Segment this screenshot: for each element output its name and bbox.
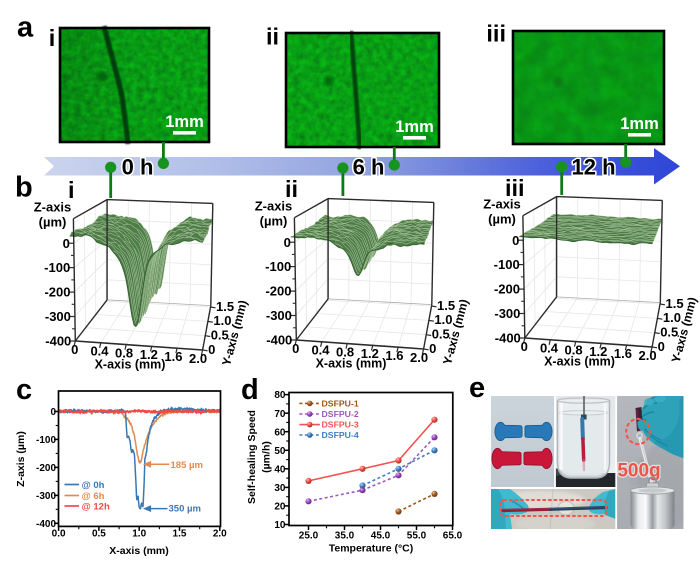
svg-text:1.0: 1.0: [132, 528, 146, 539]
svg-text:-200: -200: [265, 284, 291, 299]
svg-text:Z-axis: Z-axis: [34, 200, 72, 215]
svg-text:35.0: 35.0: [335, 531, 355, 542]
svg-text:@ 0h: @ 0h: [82, 480, 105, 491]
svg-text:X-axis (mm): X-axis (mm): [316, 357, 387, 371]
svg-text:-300: -300: [36, 491, 56, 502]
svg-text:X-axis (mm): X-axis (mm): [544, 355, 615, 369]
svg-text:i: i: [68, 177, 75, 203]
svg-text:25.0: 25.0: [299, 531, 319, 542]
svg-text:0: 0: [63, 236, 70, 251]
svg-text:@ 12h: @ 12h: [82, 501, 110, 512]
svg-text:0: 0: [292, 341, 299, 356]
svg-text:1mm: 1mm: [620, 115, 659, 133]
svg-text:50: 50: [274, 446, 286, 457]
svg-text:6 h: 6 h: [353, 154, 385, 179]
svg-text:2.0: 2.0: [213, 528, 227, 539]
svg-text:a: a: [17, 12, 34, 44]
svg-text:-300: -300: [266, 308, 292, 323]
svg-text:65.0: 65.0: [443, 531, 463, 542]
svg-text:30: 30: [274, 483, 286, 494]
svg-text:DSFPU-3: DSFPU-3: [322, 420, 359, 430]
svg-text:1.5: 1.5: [173, 528, 187, 539]
svg-text:-200: -200: [36, 463, 56, 474]
svg-text:55.0: 55.0: [407, 531, 427, 542]
svg-text:-200: -200: [494, 282, 520, 297]
svg-text:1.6: 1.6: [614, 346, 632, 361]
svg-text:1.6: 1.6: [385, 348, 403, 363]
svg-text:Z-axis (µm): Z-axis (µm): [15, 431, 27, 487]
svg-text:1.5: 1.5: [216, 299, 234, 314]
svg-text:(µm): (µm): [39, 215, 67, 230]
svg-text:-400: -400: [45, 334, 71, 349]
svg-text:0.0: 0.0: [52, 528, 66, 539]
svg-text:iii: iii: [505, 175, 525, 201]
svg-text:i: i: [49, 25, 56, 51]
svg-text:0: 0: [50, 407, 56, 418]
svg-text:12 h: 12 h: [571, 154, 615, 179]
svg-text:-200: -200: [44, 285, 70, 300]
svg-text:e: e: [469, 372, 485, 404]
svg-text:2.0: 2.0: [189, 351, 207, 366]
svg-text:DSFPU-2: DSFPU-2: [322, 409, 359, 419]
svg-text:ii: ii: [285, 176, 298, 202]
svg-text:45.0: 45.0: [371, 531, 391, 542]
svg-text:1mm: 1mm: [395, 118, 434, 136]
svg-text:X-axis (mm): X-axis (mm): [109, 545, 169, 557]
svg-text:ii: ii: [266, 24, 279, 50]
svg-text:0 h: 0 h: [122, 154, 154, 179]
svg-text:c: c: [16, 374, 32, 406]
svg-text:60: 60: [274, 427, 286, 438]
svg-text:40: 40: [274, 464, 286, 475]
svg-text:-300: -300: [45, 309, 71, 324]
svg-text:0: 0: [429, 341, 436, 356]
svg-text:2.0: 2.0: [410, 350, 428, 365]
svg-text:0.4: 0.4: [311, 343, 330, 358]
svg-text:0.4: 0.4: [90, 344, 109, 359]
svg-text:(µm): (µm): [260, 214, 288, 229]
svg-text:1.6: 1.6: [164, 349, 182, 364]
svg-text:-100: -100: [265, 259, 291, 274]
svg-text:(µm): (µm): [488, 212, 516, 227]
svg-text:0: 0: [521, 339, 528, 354]
svg-text:DSFPU-4: DSFPU-4: [322, 430, 359, 440]
svg-text:1mm: 1mm: [165, 113, 204, 131]
svg-text:2.0: 2.0: [639, 348, 657, 363]
svg-text:0: 0: [512, 233, 519, 248]
svg-text:70: 70: [274, 409, 286, 420]
svg-text:185 µm: 185 µm: [171, 460, 203, 471]
svg-text:0: 0: [71, 342, 78, 357]
svg-text:10: 10: [274, 520, 286, 531]
svg-text:0.4: 0.4: [540, 341, 559, 356]
svg-text:0: 0: [208, 342, 215, 357]
svg-text:80: 80: [274, 390, 286, 401]
svg-text:d: d: [241, 374, 259, 406]
svg-text:-400: -400: [266, 333, 292, 348]
svg-text:Temperature (°C): Temperature (°C): [329, 543, 414, 555]
svg-text:@ 6h: @ 6h: [82, 491, 105, 502]
svg-text:-100: -100: [44, 260, 70, 275]
svg-text:0.5: 0.5: [92, 528, 106, 539]
svg-text:DSFPU-1: DSFPU-1: [322, 399, 359, 409]
svg-text:-400: -400: [495, 331, 521, 346]
svg-text:-100: -100: [494, 257, 520, 272]
svg-text:20: 20: [274, 502, 286, 513]
svg-text:(µm/h): (µm/h): [261, 441, 273, 473]
svg-text:1.5: 1.5: [666, 296, 684, 311]
svg-text:iii: iii: [486, 21, 506, 47]
svg-text:1.5: 1.5: [437, 298, 455, 313]
svg-text:0: 0: [658, 339, 665, 354]
svg-text:Self-healing Speed: Self-healing Speed: [246, 410, 258, 504]
svg-text:b: b: [15, 172, 33, 204]
svg-text:-100: -100: [36, 435, 56, 446]
svg-text:-300: -300: [494, 306, 520, 321]
svg-text:X-axis (mm): X-axis (mm): [95, 358, 166, 372]
svg-text:350 µm: 350 µm: [169, 504, 201, 515]
svg-text:0: 0: [284, 235, 291, 250]
